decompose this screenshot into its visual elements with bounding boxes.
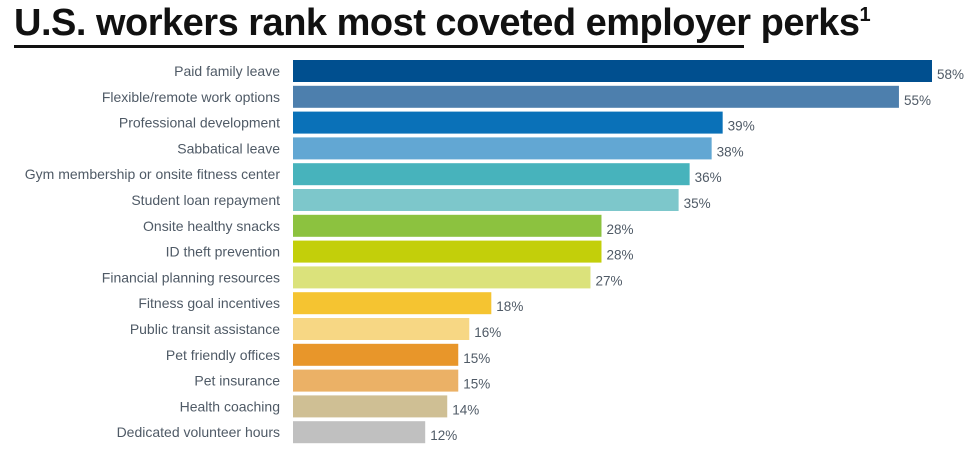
- value-label: 18%: [496, 299, 523, 314]
- bar: [293, 60, 932, 82]
- bar: [293, 214, 602, 237]
- category-label: Pet friendly offices: [166, 347, 280, 363]
- value-label: 16%: [474, 325, 501, 340]
- category-label: Paid family leave: [174, 63, 280, 79]
- category-label: Onsite healthy snacks: [143, 218, 280, 234]
- title-underline: [14, 45, 744, 48]
- bar: [293, 240, 602, 263]
- bar: [293, 189, 679, 211]
- category-label: Professional development: [119, 115, 280, 131]
- bar: [293, 421, 426, 444]
- chart-title: U.S. workers rank most coveted employer …: [14, 2, 871, 45]
- value-label: 15%: [463, 377, 490, 392]
- category-label: Financial planning resources: [102, 269, 280, 285]
- value-label: 28%: [606, 248, 633, 263]
- bar: [293, 111, 723, 134]
- bar: [293, 343, 459, 366]
- category-label: Health coaching: [180, 398, 280, 414]
- value-label: 12%: [430, 428, 457, 443]
- value-label: 35%: [684, 196, 711, 211]
- bars-group: [293, 60, 932, 444]
- chart-title-text: U.S. workers rank most coveted employer …: [14, 2, 860, 44]
- bar: [293, 292, 492, 315]
- bar: [293, 137, 712, 160]
- value-label: 38%: [717, 144, 744, 159]
- value-label: 27%: [595, 273, 622, 288]
- value-label: 14%: [452, 402, 479, 417]
- title-footnote-marker: 1: [859, 4, 871, 26]
- bar: [293, 163, 690, 186]
- bar: [293, 318, 470, 340]
- category-labels-group: Paid family leave Flexible/remote work op…: [25, 63, 281, 440]
- category-label: Dedicated volunteer hours: [117, 424, 280, 440]
- bar: [293, 85, 899, 108]
- value-label: 55%: [904, 93, 931, 108]
- bar: [293, 369, 459, 392]
- category-label: Fitness goal incentives: [138, 295, 280, 311]
- value-label: 28%: [606, 222, 633, 237]
- bar: [293, 266, 591, 289]
- category-label: Public transit assistance: [130, 321, 280, 337]
- category-label: Gym membership or onsite fitness center: [25, 166, 281, 182]
- value-labels-group: 58% 55% 39% 38% 36% 35% 28% 28% 27% 18% 16% 15% 15% 1…: [430, 67, 964, 443]
- category-label: Pet insurance: [194, 373, 280, 389]
- value-label: 39%: [728, 119, 755, 134]
- category-label: Sabbatical leave: [177, 140, 280, 156]
- bar: [293, 395, 448, 418]
- category-label: Student loan repayment: [131, 192, 280, 208]
- value-label: 36%: [695, 170, 722, 185]
- category-label: Flexible/remote work options: [102, 89, 280, 105]
- value-label: 58%: [937, 67, 964, 82]
- value-label: 15%: [463, 351, 490, 366]
- category-label: ID theft prevention: [166, 244, 280, 260]
